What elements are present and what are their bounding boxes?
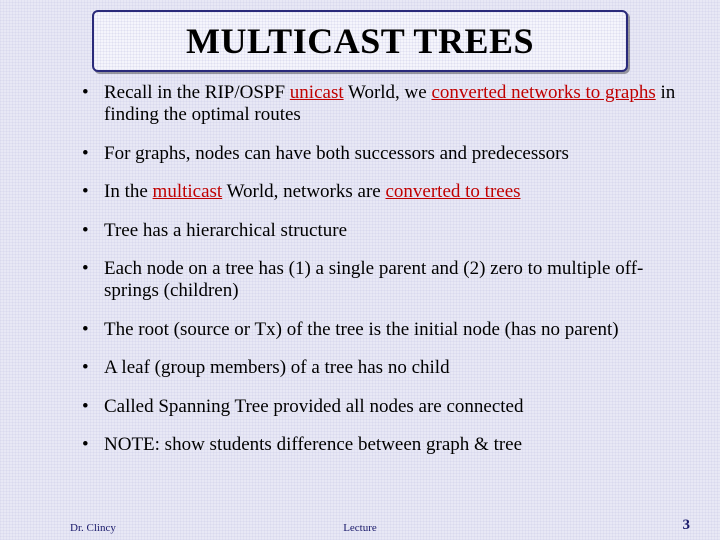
bullet-item: For graphs, nodes can have both successo… xyxy=(82,143,682,165)
bullet-item: The root (source or Tx) of the tree is t… xyxy=(82,319,682,341)
bullet-list: Recall in the RIP/OSPF unicast World, we… xyxy=(82,82,682,456)
bullet-text: World, we xyxy=(344,82,432,103)
bullet-text: In the xyxy=(104,181,153,202)
bullet-item: Recall in the RIP/OSPF unicast World, we… xyxy=(82,82,682,127)
title-box: MULTICAST TREES xyxy=(92,10,628,72)
bullet-item: A leaf (group members) of a tree has no … xyxy=(82,357,682,379)
footer-page-number: 3 xyxy=(683,517,691,534)
bullet-text: converted to trees xyxy=(385,181,520,202)
bullet-text: converted networks to graphs xyxy=(431,82,655,103)
bullet-text: Each node on a tree has (1) a single par… xyxy=(104,258,643,301)
bullet-text: A leaf (group members) of a tree has no … xyxy=(104,357,450,378)
bullet-text: NOTE: show students difference between g… xyxy=(104,434,522,455)
bullet-text: The root (source or Tx) of the tree is t… xyxy=(104,319,619,340)
bullet-text: Called Spanning Tree provided all nodes … xyxy=(104,396,523,417)
bullet-item: NOTE: show students difference between g… xyxy=(82,434,682,456)
bullet-text: Recall in the RIP/OSPF xyxy=(104,82,290,103)
bullet-item: Called Spanning Tree provided all nodes … xyxy=(82,396,682,418)
bullet-item: Tree has a hierarchical structure xyxy=(82,220,682,242)
bullet-text: unicast xyxy=(290,82,344,103)
bullet-text: World, networks are xyxy=(222,181,385,202)
footer-author: Dr. Clincy xyxy=(70,522,116,534)
bullet-item: Each node on a tree has (1) a single par… xyxy=(82,258,682,303)
slide-title: MULTICAST TREES xyxy=(186,20,534,62)
bullet-text: Tree has a hierarchical structure xyxy=(104,220,347,241)
bullet-text: For graphs, nodes can have both successo… xyxy=(104,143,569,164)
slide-content: Recall in the RIP/OSPF unicast World, we… xyxy=(82,82,682,472)
bullet-text: multicast xyxy=(153,181,223,202)
footer-label: Lecture xyxy=(343,522,377,534)
bullet-item: In the multicast World, networks are con… xyxy=(82,181,682,203)
